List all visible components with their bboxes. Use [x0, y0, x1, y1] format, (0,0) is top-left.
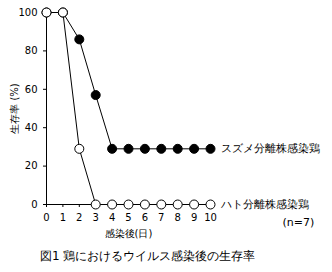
svg-text:感染後(日): 感染後(日)	[105, 228, 153, 239]
svg-text:1: 1	[60, 212, 66, 223]
svg-text:0: 0	[43, 212, 49, 223]
svg-text:40: 40	[25, 122, 38, 133]
html-text:図1 鶏におけるウイルス感染後の生存率: 図1 鶏におけるウイルス感染後の生存率	[40, 249, 256, 263]
svg-text:100: 100	[18, 7, 37, 18]
svg-text:スズメ分離株感染鶏: スズメ分離株感染鶏	[221, 142, 320, 155]
svg-text:20: 20	[25, 160, 38, 171]
svg-text:7: 7	[158, 212, 164, 223]
svg-text:ハト分離株感染鶏: ハト分離株感染鶏	[220, 198, 309, 211]
svg-text:2: 2	[76, 212, 82, 223]
svg-text:生存率 (%): 生存率 (%)	[9, 83, 20, 134]
svg-text:5: 5	[125, 212, 131, 223]
svg-text:10: 10	[204, 212, 217, 223]
svg-text:6: 6	[142, 212, 148, 223]
svg-text:60: 60	[25, 84, 38, 95]
svg-text:3: 3	[93, 212, 99, 223]
svg-text:0: 0	[31, 199, 37, 210]
svg-text:(n=7): (n=7)	[283, 216, 315, 229]
svg-text:8: 8	[175, 212, 181, 223]
svg-text:80: 80	[25, 45, 38, 56]
svg-text:4: 4	[109, 212, 115, 223]
svg-text:9: 9	[191, 212, 197, 223]
